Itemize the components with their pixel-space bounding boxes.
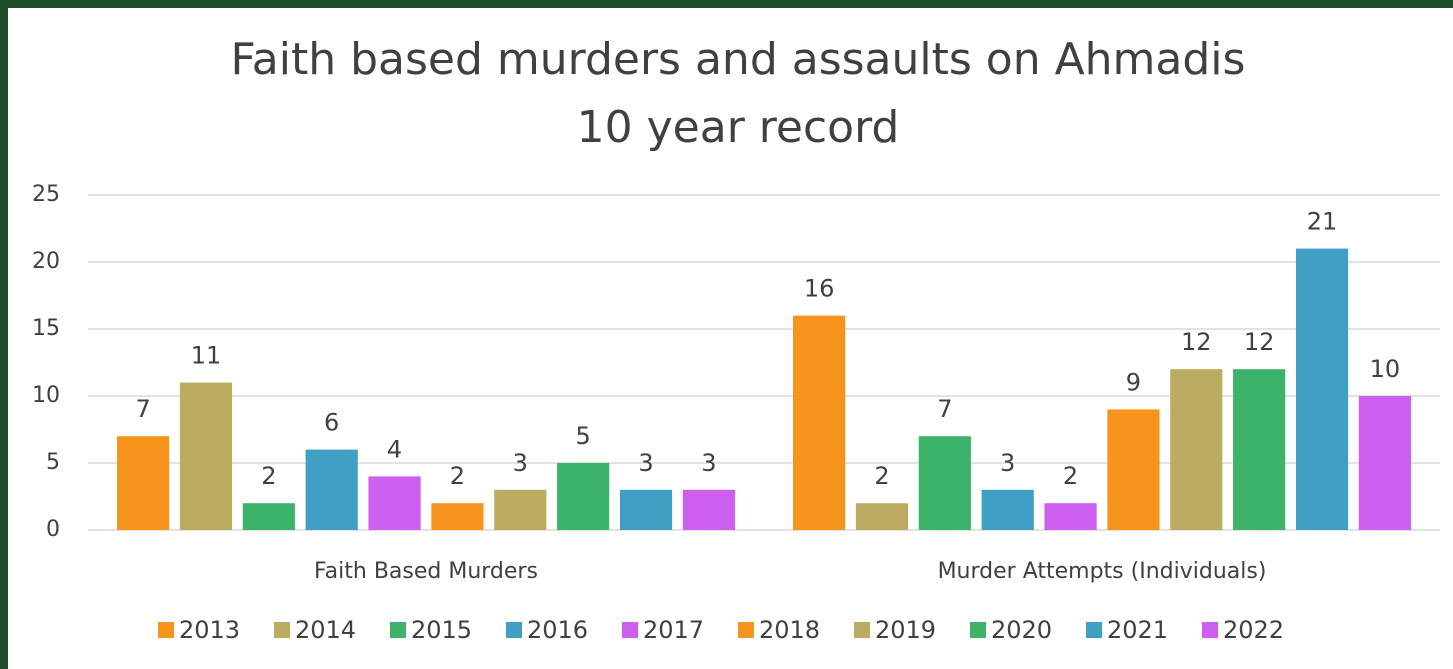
data-label: 3: [701, 449, 716, 477]
x-tick-label: Murder Attempts (Individuals): [938, 559, 1267, 584]
bar: [793, 315, 846, 530]
legend-label: 2022: [1223, 616, 1284, 644]
bar: [431, 503, 484, 530]
data-label: 2: [450, 462, 465, 490]
legend-swatch: [854, 622, 870, 638]
legend-label: 2016: [527, 616, 588, 644]
legend-label: 2013: [179, 616, 240, 644]
bar: [855, 503, 909, 530]
bar: [981, 489, 1034, 530]
data-label: 5: [576, 422, 591, 450]
chart-title: 10 year record: [577, 102, 900, 153]
legend-swatch: [390, 622, 406, 638]
legend-swatch: [1202, 622, 1218, 638]
bar: [368, 476, 421, 530]
legend-label: 2019: [875, 616, 936, 644]
bar: [242, 503, 295, 530]
bar: [619, 489, 673, 530]
legend-label: 2014: [295, 616, 356, 644]
bar: [557, 463, 610, 530]
data-label: 16: [804, 275, 835, 303]
data-label: 10: [1370, 355, 1401, 383]
bar: [1295, 248, 1349, 530]
legend-label: 2020: [991, 616, 1052, 644]
data-label: 6: [324, 409, 339, 437]
data-label: 2: [1063, 462, 1078, 490]
legend-swatch: [274, 622, 290, 638]
bar: [117, 436, 170, 530]
bar: [682, 489, 735, 530]
data-label: 7: [937, 395, 952, 423]
legend-swatch: [738, 622, 754, 638]
legend-swatch: [1086, 622, 1102, 638]
y-tick-label: 0: [46, 517, 60, 542]
y-tick-label: 10: [32, 383, 60, 408]
data-label: 2: [874, 462, 889, 490]
legend-label: 2021: [1107, 616, 1168, 644]
data-label: 12: [1244, 328, 1275, 356]
data-label: 12: [1181, 328, 1212, 356]
bar: [1107, 409, 1160, 530]
data-label: 21: [1307, 208, 1338, 236]
data-label: 4: [387, 435, 402, 463]
x-tick-label: Faith Based Murders: [314, 559, 538, 584]
bar: [1233, 369, 1286, 530]
legend-label: 2017: [643, 616, 704, 644]
data-label: 2: [261, 462, 276, 490]
y-tick-label: 5: [46, 450, 60, 475]
data-label: 3: [1000, 449, 1015, 477]
bar: [305, 449, 358, 530]
legend-label: 2018: [759, 616, 820, 644]
y-tick-label: 15: [32, 316, 60, 341]
y-tick-label: 20: [32, 249, 60, 274]
bar: [1044, 503, 1097, 530]
data-label: 7: [135, 395, 150, 423]
bar: [494, 489, 547, 530]
bar: [1170, 369, 1223, 530]
chart-title: Faith based murders and assaults on Ahma…: [231, 34, 1246, 85]
bar: [1358, 396, 1411, 530]
data-label: 9: [1126, 368, 1141, 396]
legend-label: 2015: [411, 616, 472, 644]
legend-swatch: [506, 622, 522, 638]
data-label: 3: [513, 449, 528, 477]
data-label: 3: [638, 449, 653, 477]
bar: [918, 436, 971, 530]
y-tick-label: 25: [32, 182, 60, 207]
chart-background: [8, 8, 1453, 669]
data-label: 11: [191, 342, 222, 370]
legend-swatch: [622, 622, 638, 638]
legend-swatch: [970, 622, 986, 638]
legend-swatch: [158, 622, 174, 638]
bar: [179, 382, 233, 530]
